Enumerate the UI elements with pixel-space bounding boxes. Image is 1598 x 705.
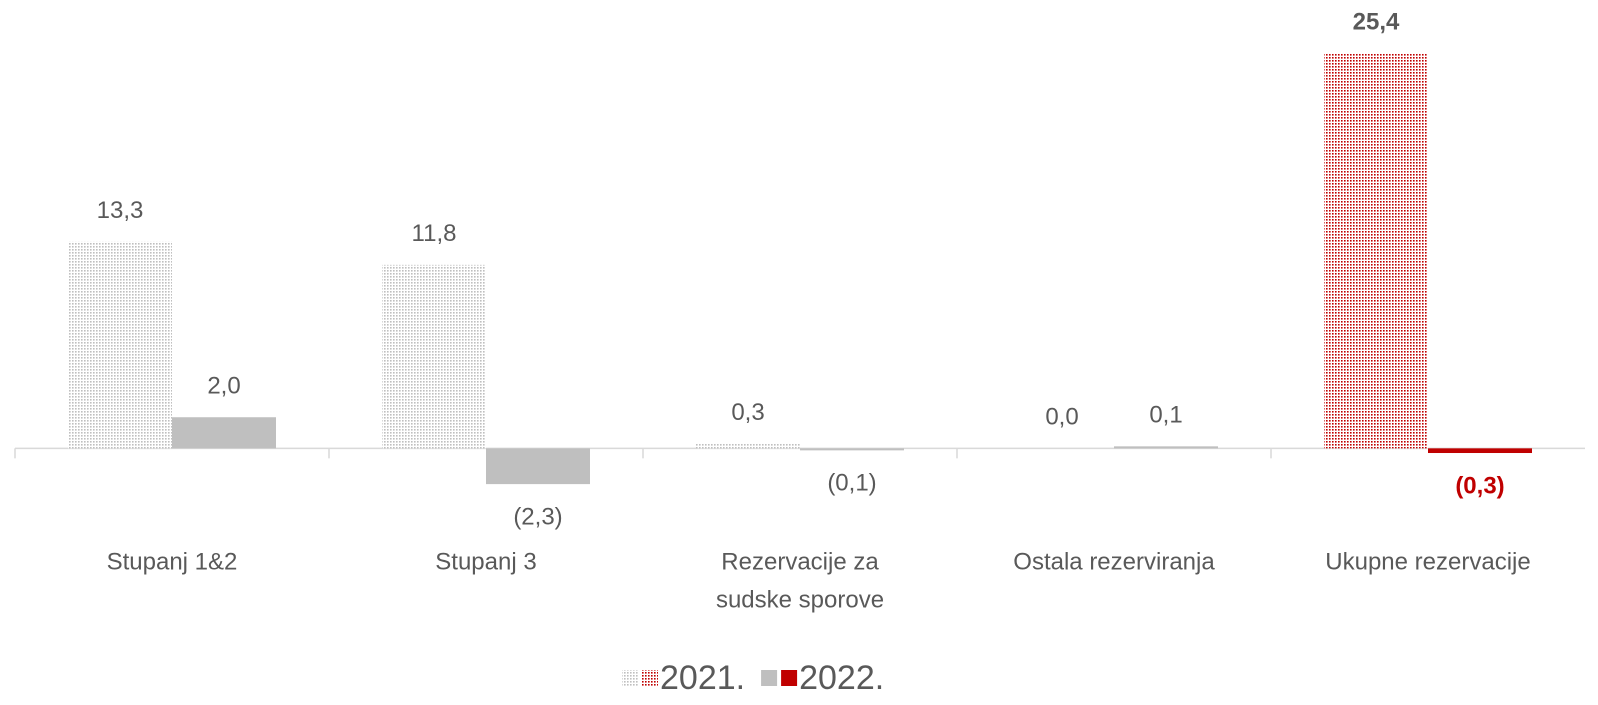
legend-swatch	[642, 670, 658, 686]
data-label: 25,4	[1353, 9, 1400, 36]
data-label: (2,3)	[513, 503, 562, 530]
bar	[1324, 53, 1428, 449]
x-tick-label: Stupanj 1&2	[107, 548, 238, 575]
legend: 2021. 2022.	[622, 659, 884, 697]
bar	[800, 448, 904, 451]
data-label: (0,1)	[827, 470, 876, 497]
legend-label: 2022.	[799, 659, 884, 697]
legend-swatch	[622, 670, 638, 686]
legend-swatch	[761, 670, 778, 686]
bar	[1114, 446, 1218, 449]
data-label: 0,1	[1149, 402, 1182, 429]
legend-label: 2021.	[660, 659, 745, 697]
bar	[172, 417, 276, 449]
legend-swatch	[781, 670, 798, 686]
data-label: 11,8	[412, 220, 457, 247]
x-tick-label: Ostala rezerviranja	[1013, 548, 1215, 575]
bar	[486, 448, 590, 485]
data-label: 2,0	[207, 373, 240, 400]
bar	[68, 241, 172, 449]
x-tick-label: Rezervacije za	[721, 548, 879, 575]
bar	[382, 264, 486, 449]
data-label: (0,3)	[1455, 472, 1504, 499]
data-label: 0,3	[731, 399, 764, 426]
x-tick-label: Stupanj 3	[435, 548, 536, 575]
bar	[1428, 448, 1532, 454]
data-label: 13,3	[97, 197, 144, 224]
bar	[696, 443, 800, 449]
x-tick-label: Ukupne rezervacije	[1325, 548, 1530, 575]
x-tick-label: sudske sporove	[716, 586, 884, 613]
data-label: 0,0	[1045, 404, 1078, 431]
